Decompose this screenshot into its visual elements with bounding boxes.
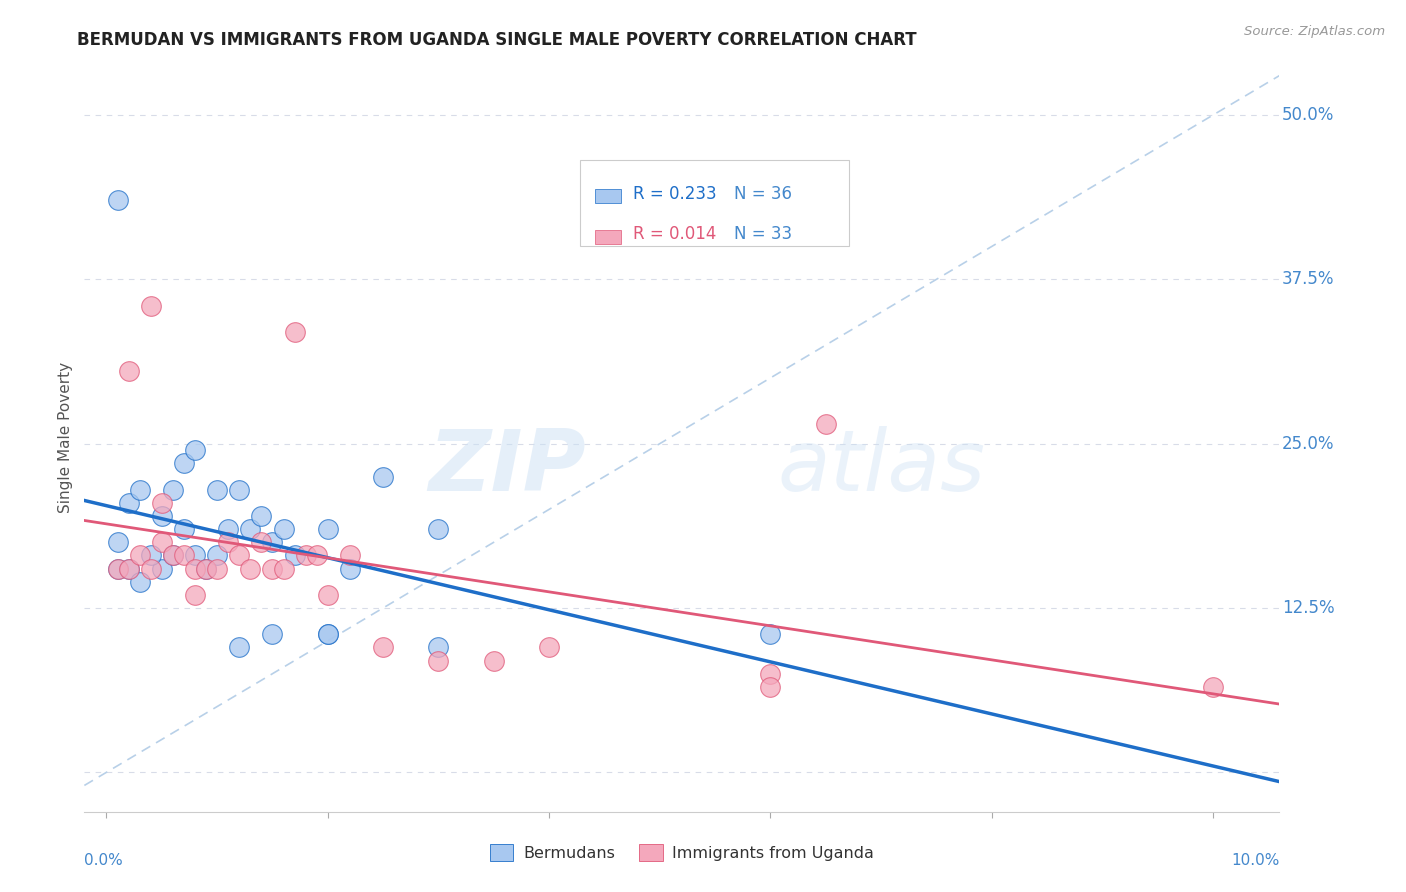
Text: 25.0%: 25.0% (1282, 434, 1334, 452)
Point (228, 549, 250, 563)
Point (107, 561, 129, 575)
Legend: Bermudans, Immigrants from Uganda: Bermudans, Immigrants from Uganda (484, 838, 880, 867)
Text: 10.0%: 10.0% (1232, 853, 1279, 868)
Point (250, 535, 273, 549)
Point (239, 561, 262, 575)
Point (759, 627, 782, 641)
Point (294, 549, 316, 563)
Point (427, 640, 450, 655)
Point (316, 588, 339, 602)
Text: N = 33: N = 33 (734, 226, 793, 244)
Text: Source: ZipAtlas.com: Source: ZipAtlas.com (1244, 25, 1385, 38)
Point (228, 640, 250, 655)
Text: R = 0.014: R = 0.014 (633, 226, 716, 244)
Point (128, 483, 150, 497)
Point (373, 469, 395, 483)
Point (117, 561, 139, 575)
Point (759, 666, 782, 681)
Point (250, 508, 273, 523)
Point (162, 549, 184, 563)
Point (107, 194, 129, 208)
Point (162, 549, 184, 563)
Text: BERMUDAN VS IMMIGRANTS FROM UGANDA SINGLE MALE POVERTY CORRELATION CHART: BERMUDAN VS IMMIGRANTS FROM UGANDA SINGL… (77, 31, 917, 49)
Point (117, 496, 139, 510)
Point (150, 535, 173, 549)
Point (305, 549, 328, 563)
Point (759, 680, 782, 694)
FancyBboxPatch shape (595, 230, 621, 244)
Point (205, 483, 228, 497)
Point (173, 549, 195, 563)
Text: 0.0%: 0.0% (84, 853, 124, 868)
Point (284, 325, 307, 339)
Point (117, 561, 139, 575)
Point (217, 535, 239, 549)
Point (139, 549, 162, 563)
Point (262, 535, 284, 549)
Point (373, 640, 395, 655)
Point (339, 549, 361, 563)
Point (316, 627, 339, 641)
Point (117, 364, 139, 378)
Point (107, 535, 129, 549)
FancyBboxPatch shape (595, 189, 621, 203)
Point (316, 522, 339, 536)
Point (339, 561, 361, 575)
Point (239, 522, 262, 536)
Point (284, 549, 307, 563)
Point (139, 299, 162, 313)
Point (150, 561, 173, 575)
Point (139, 561, 162, 575)
Point (205, 561, 228, 575)
Point (162, 483, 184, 497)
Point (1202, 680, 1225, 694)
Text: ZIP: ZIP (429, 425, 586, 508)
Text: 50.0%: 50.0% (1282, 106, 1334, 124)
Point (262, 627, 284, 641)
Point (814, 417, 837, 431)
Point (217, 522, 239, 536)
Point (427, 522, 450, 536)
Y-axis label: Single Male Poverty: Single Male Poverty (58, 361, 73, 513)
Point (262, 561, 284, 575)
Point (205, 549, 228, 563)
Point (228, 483, 250, 497)
Point (195, 561, 218, 575)
Point (150, 496, 173, 510)
Point (538, 640, 561, 655)
FancyBboxPatch shape (581, 160, 849, 246)
Point (273, 522, 295, 536)
Point (195, 561, 218, 575)
Point (107, 561, 129, 575)
Point (128, 574, 150, 589)
Point (482, 654, 505, 668)
Point (184, 549, 207, 563)
Text: atlas: atlas (778, 425, 986, 508)
Point (173, 522, 195, 536)
Point (427, 654, 450, 668)
Point (273, 561, 295, 575)
Point (150, 508, 173, 523)
Point (173, 456, 195, 470)
Point (184, 561, 207, 575)
Text: N = 36: N = 36 (734, 185, 793, 202)
Text: R = 0.233: R = 0.233 (633, 185, 717, 202)
Point (128, 549, 150, 563)
Point (184, 443, 207, 458)
Point (184, 588, 207, 602)
Text: 12.5%: 12.5% (1282, 599, 1334, 617)
Point (316, 627, 339, 641)
Text: 37.5%: 37.5% (1282, 270, 1334, 288)
